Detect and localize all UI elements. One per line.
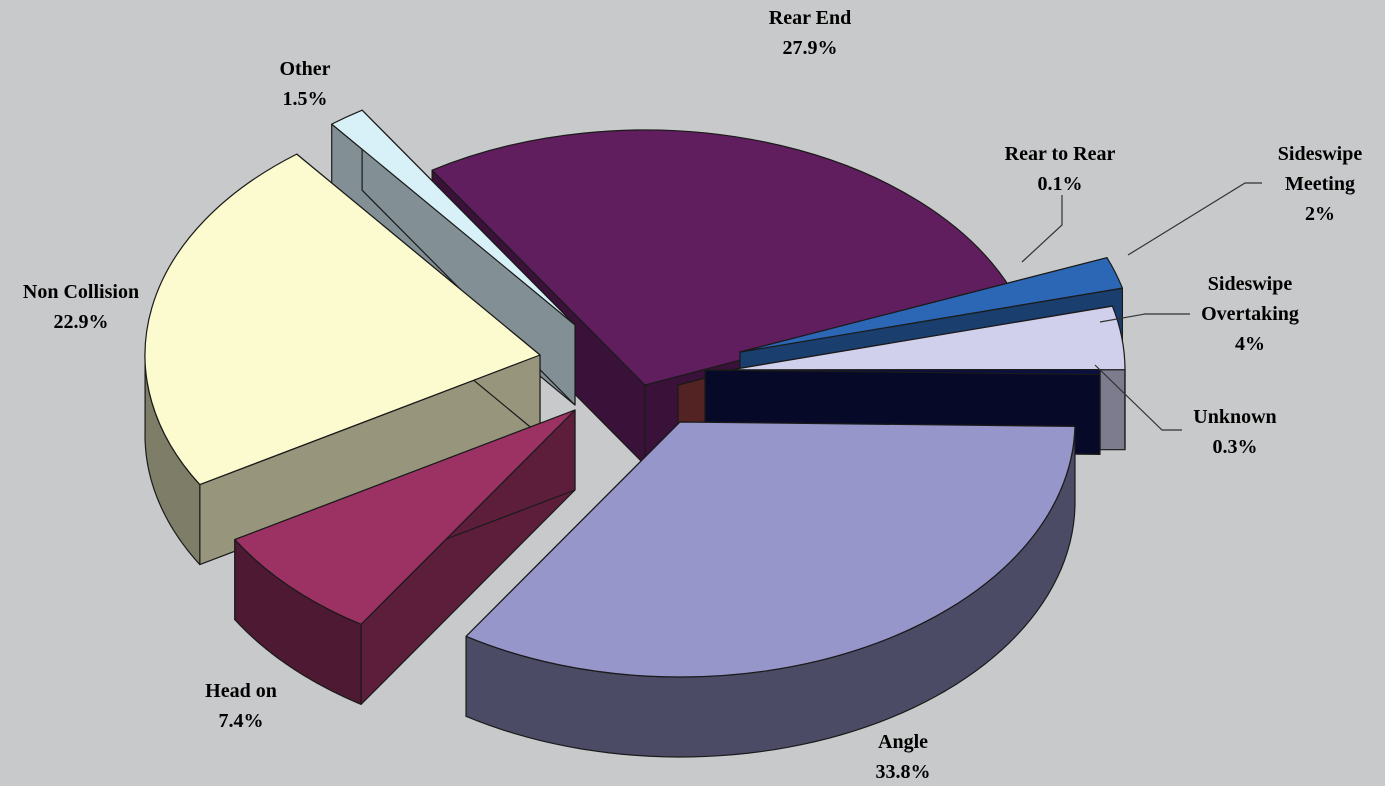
data-label-sideswipe-meeting: Sideswipe Meeting 2% bbox=[1278, 143, 1363, 225]
data-label-head-on: Head on 7.4% bbox=[205, 680, 277, 732]
slice-sideswipe-overtaking-top bbox=[729, 305, 1126, 371]
data-label-sideswipe-overtaking: Sideswipe Overtaking 4% bbox=[1201, 273, 1299, 355]
slice-head-on-top bbox=[234, 409, 576, 625]
slice-head-on bbox=[234, 409, 576, 705]
leader-line-unknown bbox=[1094, 364, 1182, 431]
slice-non-collision bbox=[144, 153, 541, 566]
leader-line-rear-to-rear bbox=[1021, 195, 1063, 263]
leader-line-sideswipe-overtaking bbox=[1099, 313, 1190, 323]
slice-angle bbox=[465, 421, 1076, 758]
data-label-other: Other 1.5% bbox=[279, 58, 330, 110]
data-label-unknown: Unknown 0.3% bbox=[1193, 406, 1276, 458]
data-label-rear-to-rear: Rear to Rear 0.1% bbox=[1005, 143, 1116, 195]
data-label-rear-end: Rear End 27.9% bbox=[769, 7, 851, 59]
data-label-angle: Angle 33.8% bbox=[876, 731, 931, 783]
slice-other-top bbox=[331, 109, 576, 326]
slice-sideswipe-meeting-top bbox=[739, 257, 1124, 353]
slice-non-collision-top bbox=[144, 153, 541, 486]
leader-line-sideswipe-meeting bbox=[1127, 182, 1262, 256]
slice-angle-top bbox=[465, 421, 1076, 678]
data-label-non-collision: Non Collision 22.9% bbox=[23, 281, 139, 333]
